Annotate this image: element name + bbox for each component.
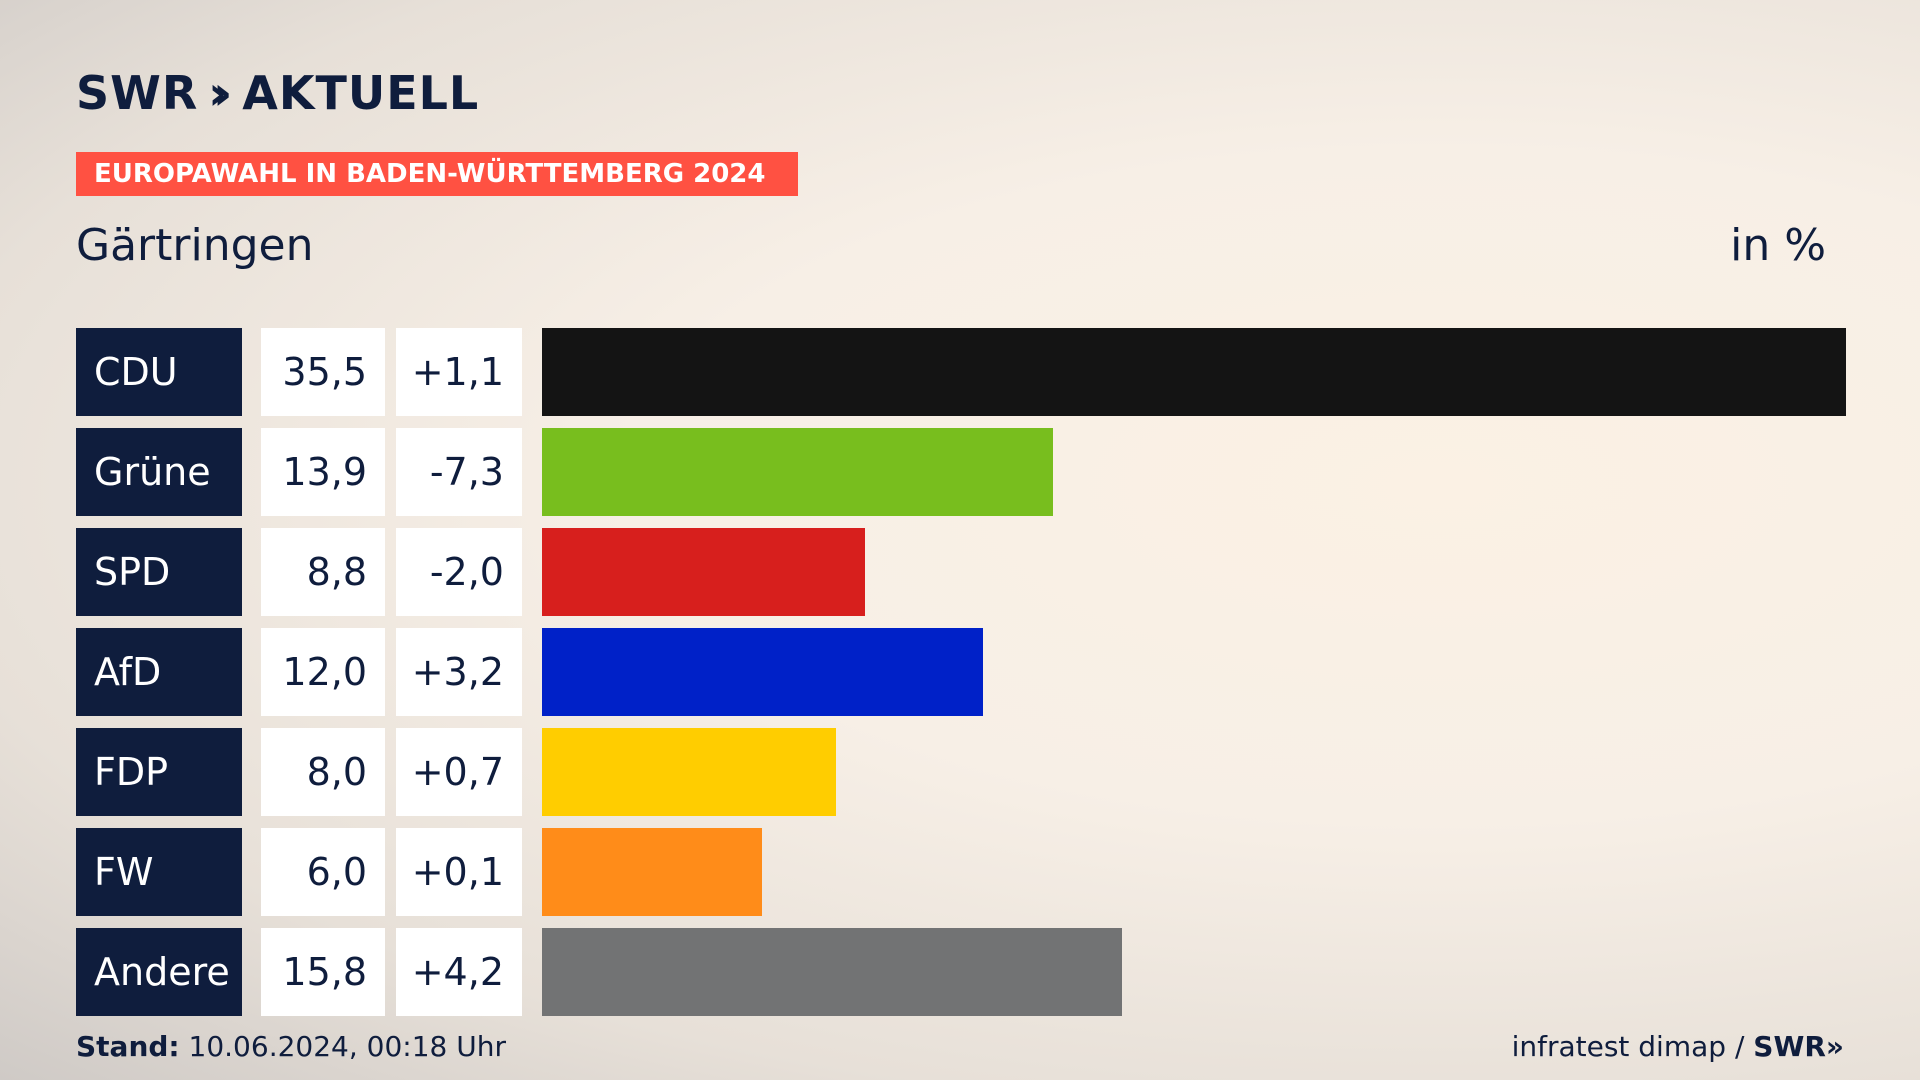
vote-share-label: 8,8: [261, 528, 385, 616]
vote-change-label: +0,7: [396, 728, 522, 816]
chevrons-icon: ››: [208, 66, 232, 120]
party-label: FW: [76, 828, 242, 916]
result-bar: [542, 728, 836, 816]
result-bar: [542, 628, 983, 716]
party-label: Andere: [76, 928, 242, 1016]
party-label: FDP: [76, 728, 242, 816]
vote-change-label: +4,2: [396, 928, 522, 1016]
election-banner: EUROPAWAHL IN BADEN-WÜRTTEMBERG 2024: [76, 152, 798, 196]
party-label: AfD: [76, 628, 242, 716]
source-label: infratest dimap /: [1511, 1030, 1745, 1063]
result-row: FW 6,0 +0,1: [76, 828, 1846, 916]
vote-change-label: +1,1: [396, 328, 522, 416]
party-label: Grüne: [76, 428, 242, 516]
vote-change-label: -7,3: [396, 428, 522, 516]
result-bar: [542, 928, 1122, 1016]
unit-label: in %: [1730, 220, 1826, 271]
result-row: Grüne 13,9 -7,3: [76, 428, 1846, 516]
brand-section: AKTUELL: [242, 66, 480, 120]
vote-share-label: 35,5: [261, 328, 385, 416]
party-label: CDU: [76, 328, 242, 416]
vote-share-label: 8,0: [261, 728, 385, 816]
result-row: CDU 35,5 +1,1: [76, 328, 1846, 416]
vote-share-label: 12,0: [261, 628, 385, 716]
brand-name: SWR: [76, 66, 199, 120]
result-bar: [542, 328, 1846, 416]
vote-change-label: +3,2: [396, 628, 522, 716]
swr-aktuell-logo: SWR ›› AKTUELL: [76, 66, 479, 120]
vote-share-label: 6,0: [261, 828, 385, 916]
result-row: FDP 8,0 +0,7: [76, 728, 1846, 816]
result-bar: [542, 528, 865, 616]
party-label: SPD: [76, 528, 242, 616]
result-bar: [542, 828, 762, 916]
stand-value: 10.06.2024, 00:18 Uhr: [188, 1030, 506, 1063]
result-row: SPD 8,8 -2,0: [76, 528, 1846, 616]
vote-change-label: +0,1: [396, 828, 522, 916]
vote-change-label: -2,0: [396, 528, 522, 616]
vote-share-label: 13,9: [261, 428, 385, 516]
place-title: Gärtringen: [76, 220, 314, 271]
result-row: Andere 15,8 +4,2: [76, 928, 1846, 1016]
footer-source: infratest dimap / SWR»: [1512, 1030, 1844, 1063]
stand-label: Stand:: [76, 1030, 180, 1063]
footer-stand: Stand: 10.06.2024, 00:18 Uhr: [76, 1030, 506, 1063]
result-bar: [542, 428, 1053, 516]
vote-share-label: 15,8: [261, 928, 385, 1016]
source-brand: SWR»: [1753, 1030, 1844, 1063]
result-row: AfD 12,0 +3,2: [76, 628, 1846, 716]
